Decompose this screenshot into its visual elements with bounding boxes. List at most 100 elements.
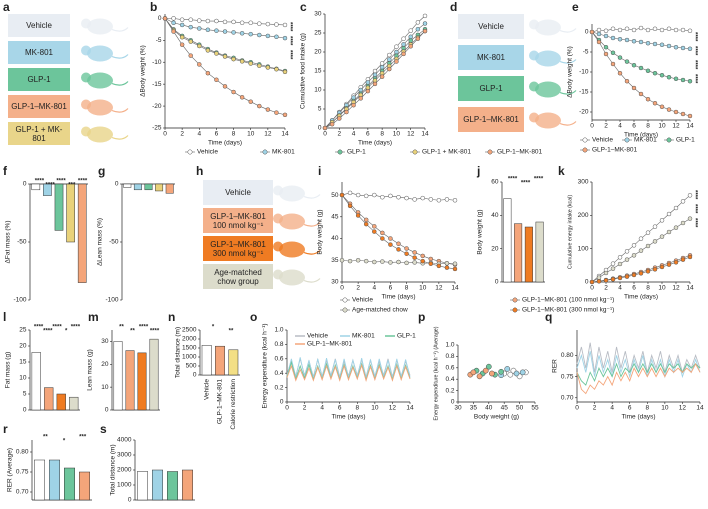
data-point xyxy=(680,111,686,117)
legend-symbol xyxy=(512,307,518,313)
data-point xyxy=(265,65,271,70)
y-axis-label: Lean mass (g) xyxy=(87,349,94,391)
data-point xyxy=(214,28,219,33)
data-point xyxy=(420,195,425,201)
data-point xyxy=(231,30,236,35)
x-tick-label: 10 xyxy=(371,405,379,412)
data-point xyxy=(197,26,202,31)
y-tick-label: -50 xyxy=(17,239,27,246)
x-tick-label: 4 xyxy=(372,285,376,292)
data-point xyxy=(415,26,421,32)
panel-letter: r xyxy=(3,422,8,436)
mouse-icon xyxy=(273,185,283,196)
mouse-icon xyxy=(559,121,577,126)
data-point xyxy=(380,236,385,241)
y-axis-label: Body weight (g) xyxy=(477,209,484,254)
data-point xyxy=(339,192,345,198)
legend-label: Vehicle xyxy=(307,333,328,340)
data-point xyxy=(408,38,413,43)
group-box: Vehicle xyxy=(203,180,273,205)
data-point xyxy=(188,17,193,22)
y-tick-label: 0 xyxy=(280,399,284,406)
data-point xyxy=(452,266,458,272)
legend-symbol xyxy=(337,149,343,155)
significance: **** xyxy=(286,22,292,32)
x-tick-label: 2 xyxy=(303,405,307,412)
series-line xyxy=(591,31,691,117)
group-box: GLP-1–MK-801 xyxy=(458,107,524,132)
data-point xyxy=(617,55,623,60)
y-axis-label: ΔLean mass (%) xyxy=(97,218,104,266)
data-point xyxy=(589,279,595,285)
data-point xyxy=(412,250,417,255)
data-point xyxy=(589,29,595,35)
mouse-icon xyxy=(111,54,129,59)
legend-label: GLP-1–MK-801 xyxy=(592,147,638,154)
y-tick-label: 0 xyxy=(23,181,27,188)
group-box: Age-matched chow group xyxy=(203,264,273,289)
x-tick-label: 8 xyxy=(405,285,409,292)
y-tick-label: 0 xyxy=(585,29,589,36)
data-point xyxy=(470,369,477,376)
data-point xyxy=(379,61,385,66)
series-line xyxy=(591,31,691,82)
legend-label: GLP-1–MK-801 (100 nmol kg⁻¹) xyxy=(522,297,614,304)
data-point xyxy=(504,366,511,372)
data-point xyxy=(645,68,651,74)
bar xyxy=(43,183,52,196)
y-tick-label: 0 xyxy=(23,407,27,414)
y-tick-label: 300 xyxy=(578,179,589,186)
bar xyxy=(149,338,159,411)
y-tick-label: 100 xyxy=(578,245,589,252)
data-point xyxy=(404,195,409,201)
data-point xyxy=(603,33,609,39)
data-point xyxy=(645,96,651,102)
data-point xyxy=(638,271,644,276)
data-point xyxy=(214,18,219,24)
panel-letter: b xyxy=(150,0,157,14)
y-tick-label: 0 xyxy=(193,372,197,379)
data-point xyxy=(596,39,602,45)
data-point xyxy=(638,25,644,31)
data-point xyxy=(666,107,672,112)
data-point xyxy=(596,27,602,33)
y-tick-label: 0 xyxy=(115,181,119,188)
data-point xyxy=(274,66,279,72)
panel-letter: l xyxy=(3,310,6,324)
data-point xyxy=(673,260,679,265)
data-point xyxy=(617,27,623,33)
y-tick-label: 2500 xyxy=(182,327,197,334)
y-tick-label: 20 xyxy=(19,343,27,350)
bar xyxy=(34,459,45,501)
x-tick-label: 4 xyxy=(197,131,201,138)
data-point xyxy=(257,21,262,26)
data-point xyxy=(617,261,623,267)
x-tick-label: 10 xyxy=(419,285,427,292)
data-point xyxy=(428,256,434,262)
data-point xyxy=(248,31,253,37)
data-point xyxy=(214,51,219,56)
y-tick-label: 500 xyxy=(186,363,197,370)
bar xyxy=(56,393,66,411)
y-tick-label: 1000 xyxy=(182,354,197,361)
x-tick-label: 4 xyxy=(618,123,622,130)
data-point xyxy=(171,29,176,34)
panel-letter: q xyxy=(545,310,552,324)
data-point xyxy=(248,20,253,26)
bar xyxy=(44,387,54,411)
x-axis-label: Time (days) xyxy=(624,132,658,139)
significance: **** xyxy=(43,329,53,335)
x-tick-label: Vehicle xyxy=(203,379,210,400)
y-tick-label: 35 xyxy=(331,257,339,264)
data-point xyxy=(624,37,630,43)
data-point xyxy=(396,194,401,200)
data-point xyxy=(394,49,399,55)
data-point xyxy=(379,74,385,79)
data-point xyxy=(666,74,672,80)
x-tick-label: 0 xyxy=(340,285,344,292)
data-point xyxy=(659,104,665,110)
y-tick-label: 0 xyxy=(318,125,322,132)
x-tick-label: 0 xyxy=(323,131,327,138)
x-tick-label: 0 xyxy=(163,131,167,138)
data-point xyxy=(638,248,644,253)
